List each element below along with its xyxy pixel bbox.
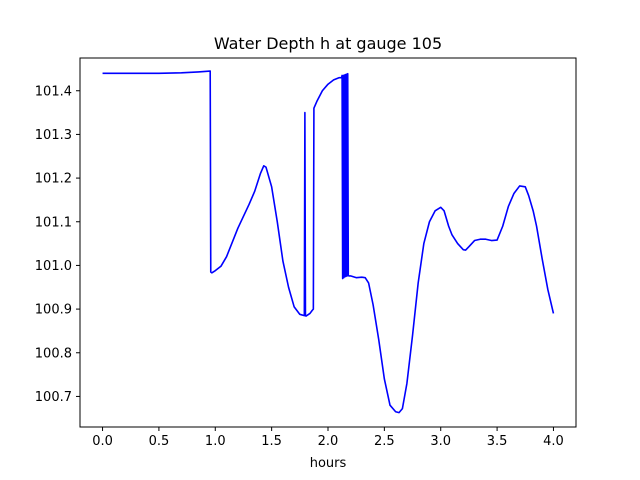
- y-tick-label: 101.2: [35, 172, 72, 187]
- x-tick-label: 3.0: [430, 434, 451, 449]
- x-tick-label: 2.0: [318, 434, 339, 449]
- y-axis-ticks: 100.7 100.8 100.9 101.0 101.1 101.2 101.3 101.4: [35, 84, 80, 405]
- x-tick-label: 2.5: [374, 434, 395, 449]
- y-tick-label: 101.4: [35, 84, 72, 99]
- series-line-0: [102, 70, 555, 414]
- x-tick-label: 0.0: [92, 434, 113, 449]
- y-tick-label: 100.8: [35, 346, 72, 361]
- x-tick-label: 0.5: [149, 434, 170, 449]
- x-tick-label: 1.0: [205, 434, 226, 449]
- x-tick-label: 1.5: [261, 434, 282, 449]
- x-axis-ticks: 0.0 0.5 1.0 1.5 2.0 2.5 3.0 3.5 4.0: [92, 427, 564, 449]
- y-tick-label: 101.0: [35, 259, 72, 274]
- y-tick-label: 100.7: [35, 390, 72, 405]
- y-tick-label: 101.3: [35, 128, 72, 143]
- chart-title: Water Depth h at gauge 105: [214, 34, 442, 53]
- y-tick-label: 101.1: [35, 215, 72, 230]
- x-tick-label: 4.0: [543, 434, 564, 449]
- y-tick-label: 100.9: [35, 303, 72, 318]
- x-tick-label: 3.5: [487, 434, 508, 449]
- x-axis-label: hours: [310, 456, 347, 471]
